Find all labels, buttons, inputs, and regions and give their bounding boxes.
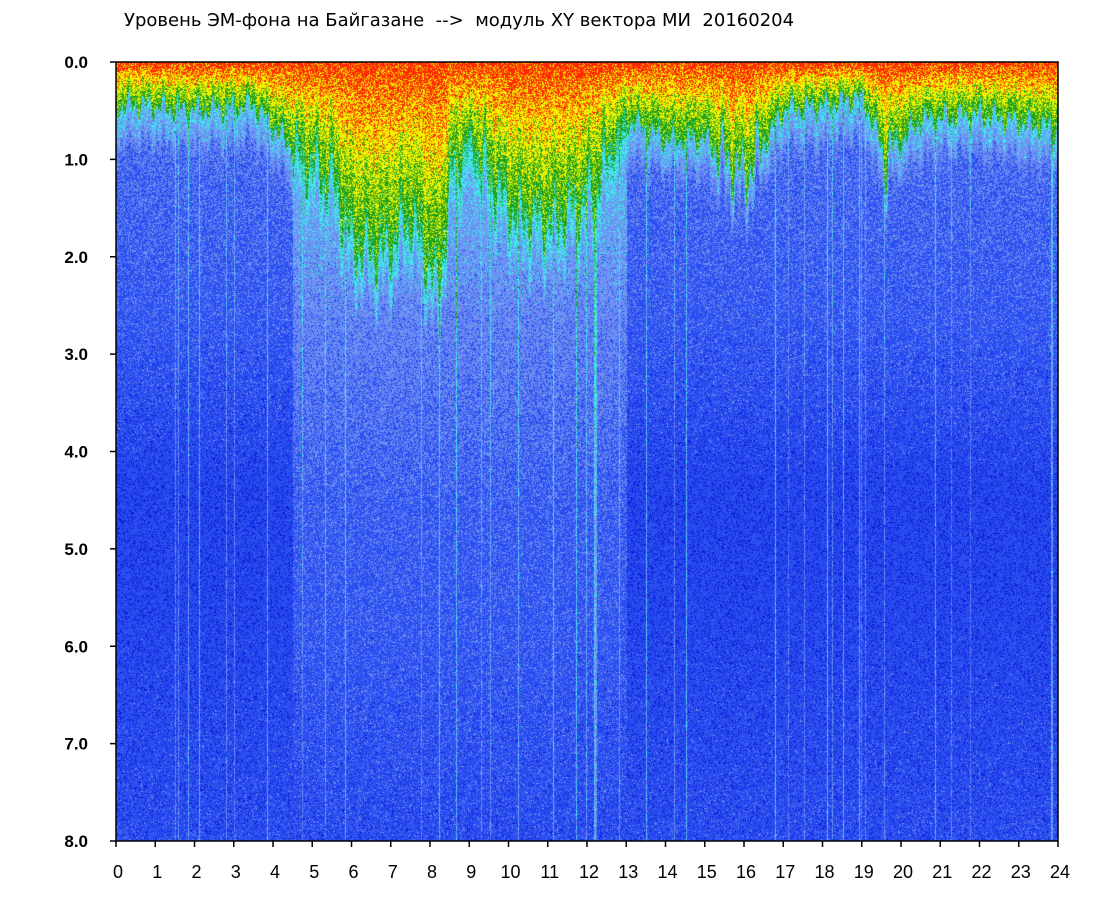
y-tick-label: 1.0 xyxy=(64,150,88,169)
x-tick-label: 3 xyxy=(231,862,241,882)
x-tick-label: 22 xyxy=(971,862,991,882)
y-tick-label: 5.0 xyxy=(64,540,88,559)
x-tick-label: 15 xyxy=(697,862,717,882)
y-tick-label: 8.0 xyxy=(64,832,88,851)
plot-frame xyxy=(115,61,1059,842)
x-tick-label: 6 xyxy=(348,862,358,882)
y-tick-label: 0.0 xyxy=(64,53,88,72)
x-tick-label: 12 xyxy=(579,862,599,882)
x-tick-label: 20 xyxy=(893,862,913,882)
x-tick-label: 11 xyxy=(540,862,559,882)
y-axis: 0.0 1.0 2.0 3.0 4.0 5.0 6.0 7.0 8.0 xyxy=(64,53,116,851)
plot-area xyxy=(116,62,1058,841)
x-tick-label: 2 xyxy=(191,862,201,882)
heatmap-image xyxy=(116,62,1058,841)
x-tick-label: 5 xyxy=(309,862,319,882)
x-tick-label: 19 xyxy=(854,862,874,882)
x-tick-label: 21 xyxy=(932,862,952,882)
x-tick-label: 8 xyxy=(427,862,437,882)
x-tick-label: 23 xyxy=(1011,862,1031,882)
x-tick-label: 24 xyxy=(1050,862,1070,882)
x-tick-label: 14 xyxy=(657,862,677,882)
y-tick-label: 2.0 xyxy=(64,248,88,267)
x-tick-label: 0 xyxy=(113,862,123,882)
x-tick-label: 13 xyxy=(618,862,638,882)
x-tick-label: 17 xyxy=(775,862,795,882)
x-tick-label: 7 xyxy=(388,862,398,882)
x-tick-label: 18 xyxy=(814,862,834,882)
y-tick-label: 7.0 xyxy=(64,735,88,754)
x-tick-label: 9 xyxy=(466,862,476,882)
x-tick-label: 10 xyxy=(500,862,520,882)
chart-title: Уровень ЭМ-фона на Байгазане --> модуль … xyxy=(124,10,795,31)
x-tick-label: 1 xyxy=(152,862,162,882)
x-tick-label: 16 xyxy=(736,862,756,882)
y-tick-label: 3.0 xyxy=(64,345,88,364)
x-axis: 0 1 2 3 4 5 6 7 8 9 10 11 12 13 14 15 16 17 18 19 20 21 22 23 24 xyxy=(113,841,1070,882)
y-tick-label: 6.0 xyxy=(64,637,88,656)
y-tick-label: 4.0 xyxy=(64,443,88,462)
x-tick-label: 4 xyxy=(270,862,280,882)
